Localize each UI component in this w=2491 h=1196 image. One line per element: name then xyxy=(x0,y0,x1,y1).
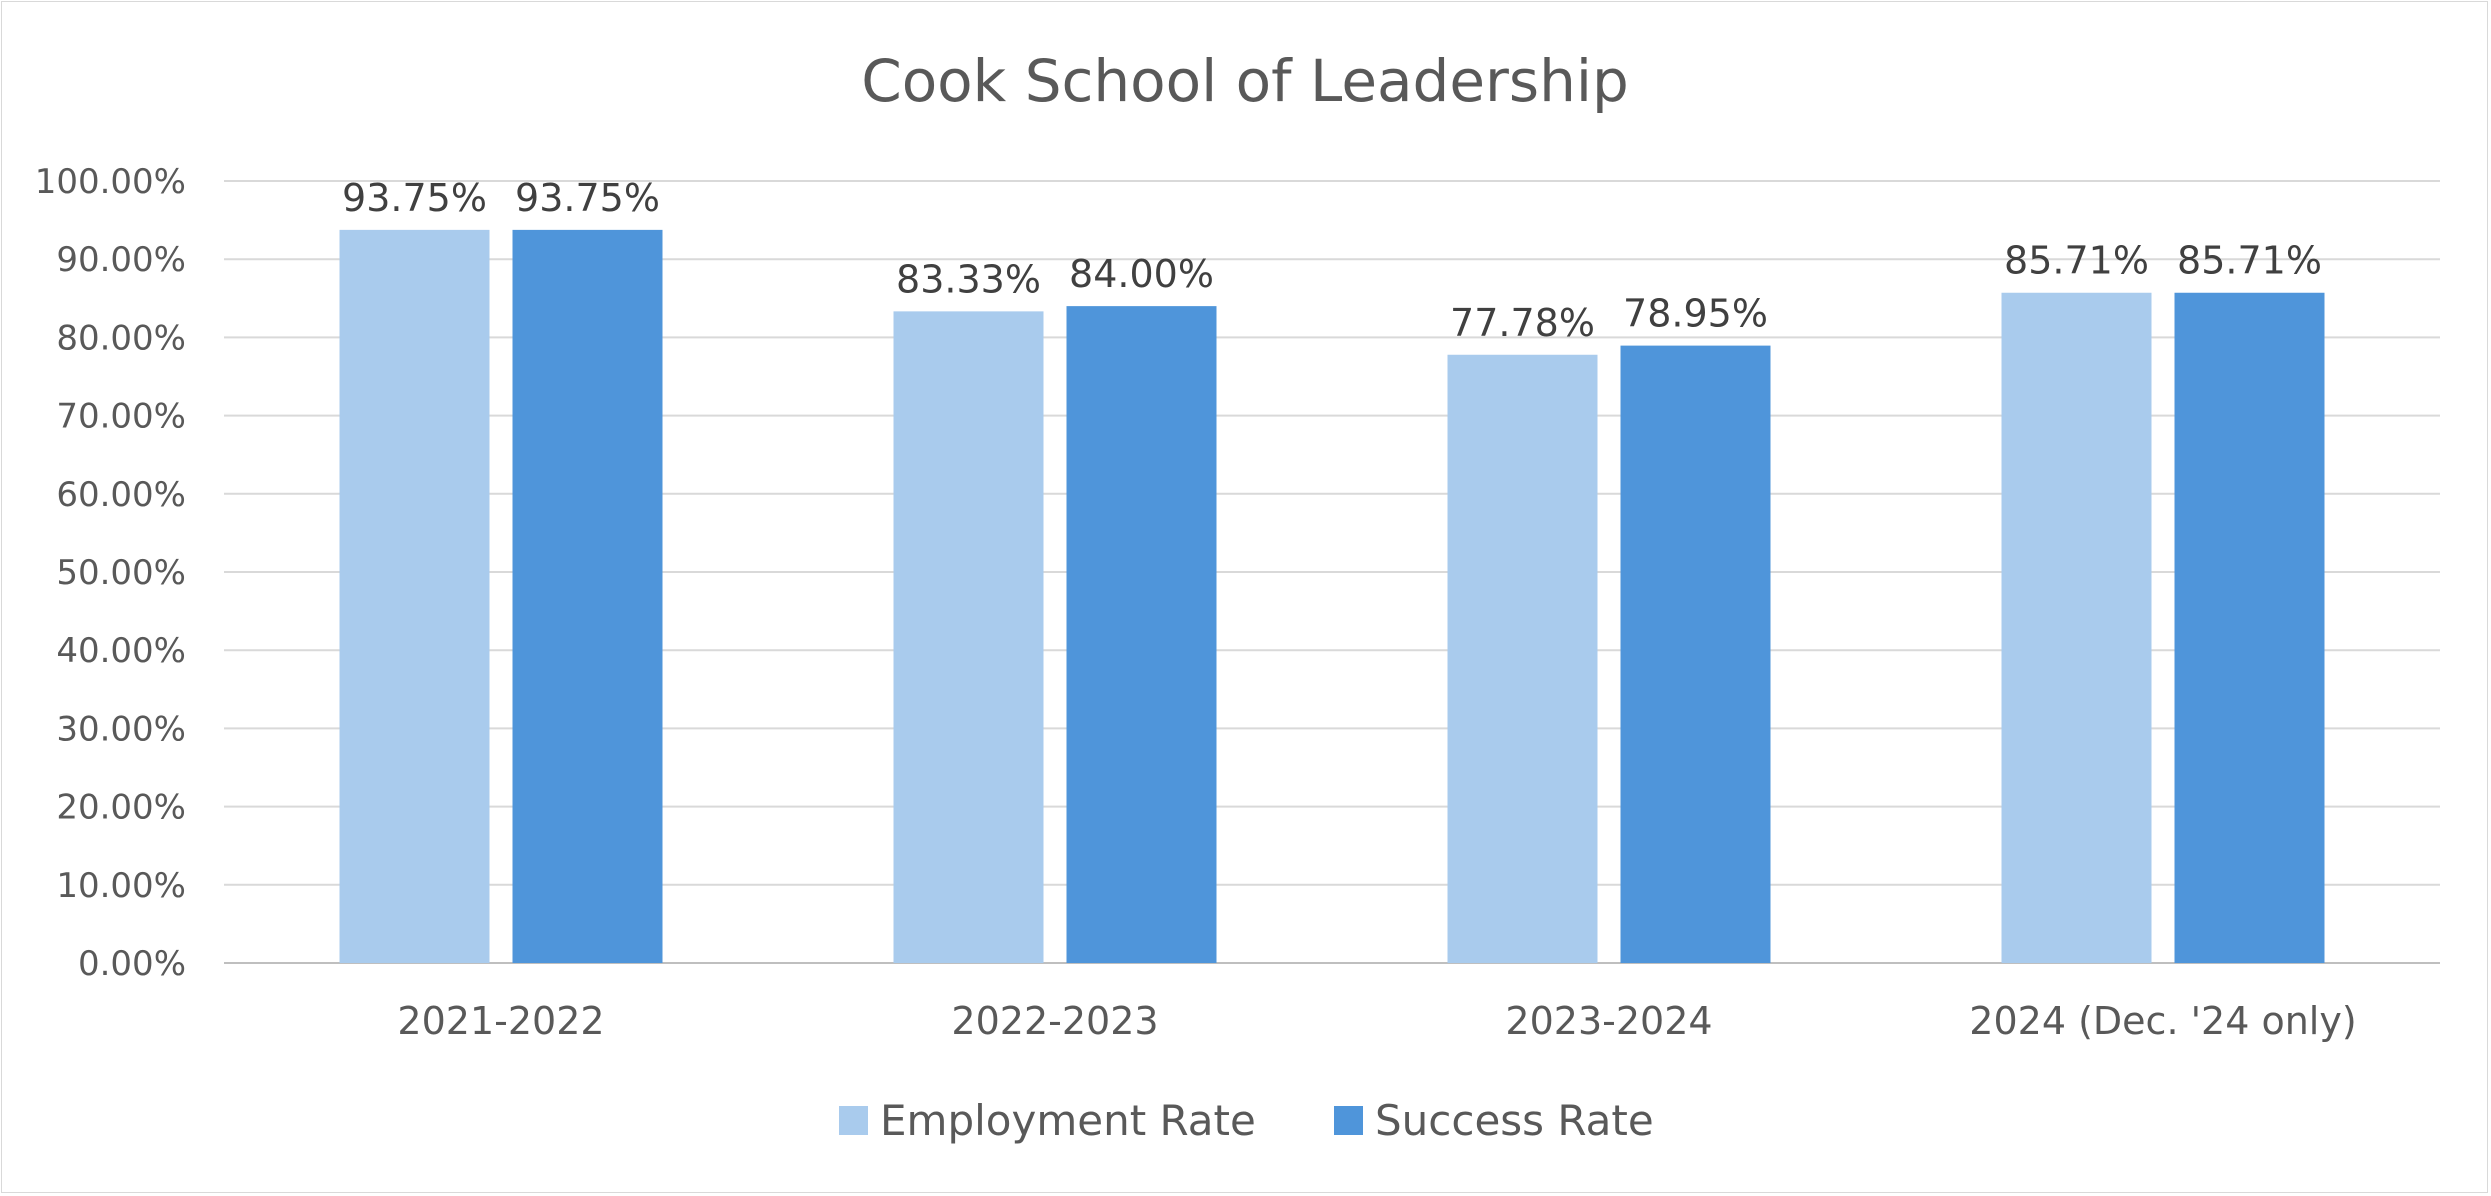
bar-success-rate xyxy=(512,229,663,963)
y-tick-label: 100.00% xyxy=(35,162,186,202)
bar-success-rate xyxy=(1066,306,1217,963)
data-label: 93.75% xyxy=(515,176,660,220)
y-tick-label: 60.00% xyxy=(56,475,186,515)
data-label: 83.33% xyxy=(896,257,1041,301)
y-tick-label: 80.00% xyxy=(56,318,186,358)
x-category-label: 2024 (Dec. '24 only) xyxy=(1969,999,2356,1043)
y-tick-label: 50.00% xyxy=(56,553,186,593)
bar-employment-rate xyxy=(339,229,490,963)
legend-label-success-rate: Success Rate xyxy=(1375,1096,1654,1145)
y-tick-label: 0.00% xyxy=(78,944,186,984)
y-tick-label: 90.00% xyxy=(56,240,186,280)
x-category-label: 2021-2022 xyxy=(397,999,604,1043)
legend-swatch-success-rate xyxy=(1334,1106,1363,1135)
legend: Employment Rate Success Rate xyxy=(839,1096,1654,1145)
data-label: 77.78% xyxy=(1450,301,1595,345)
bars xyxy=(339,229,2325,964)
y-tick-label: 30.00% xyxy=(56,709,186,749)
data-labels: 93.75% 93.75% 83.33% 84.00% 77.78% 78.95% 85.7… xyxy=(342,176,2322,345)
bar-success-rate xyxy=(2174,292,2325,963)
y-tick-label: 20.00% xyxy=(56,788,186,828)
data-label: 93.75% xyxy=(342,176,487,220)
x-category-label: 2023-2024 xyxy=(1505,999,1712,1043)
chart-title: Cook School of Leadership xyxy=(861,47,1629,115)
bar-employment-rate xyxy=(1447,354,1598,964)
data-label: 78.95% xyxy=(1623,292,1768,336)
data-label: 85.71% xyxy=(2177,239,2322,283)
x-category-label: 2022-2023 xyxy=(951,999,1158,1043)
data-label: 85.71% xyxy=(2004,239,2149,283)
bar-success-rate xyxy=(1620,345,1771,964)
y-axis-ticks: 0.00% 10.00% 20.00% 30.00% 40.00% 50.00% 60.00… xyxy=(35,162,186,984)
bar-employment-rate xyxy=(2001,292,2152,963)
y-tick-label: 10.00% xyxy=(56,866,186,906)
y-tick-label: 40.00% xyxy=(56,631,186,671)
y-tick-label: 70.00% xyxy=(56,397,186,437)
bar-employment-rate xyxy=(893,311,1044,964)
data-label: 84.00% xyxy=(1069,252,1214,296)
legend-swatch-employment-rate xyxy=(839,1106,868,1135)
legend-label-employment-rate: Employment Rate xyxy=(880,1096,1256,1145)
x-axis-categories: 2021-2022 2022-2023 2023-2024 2024 (Dec. '2… xyxy=(397,999,2356,1043)
